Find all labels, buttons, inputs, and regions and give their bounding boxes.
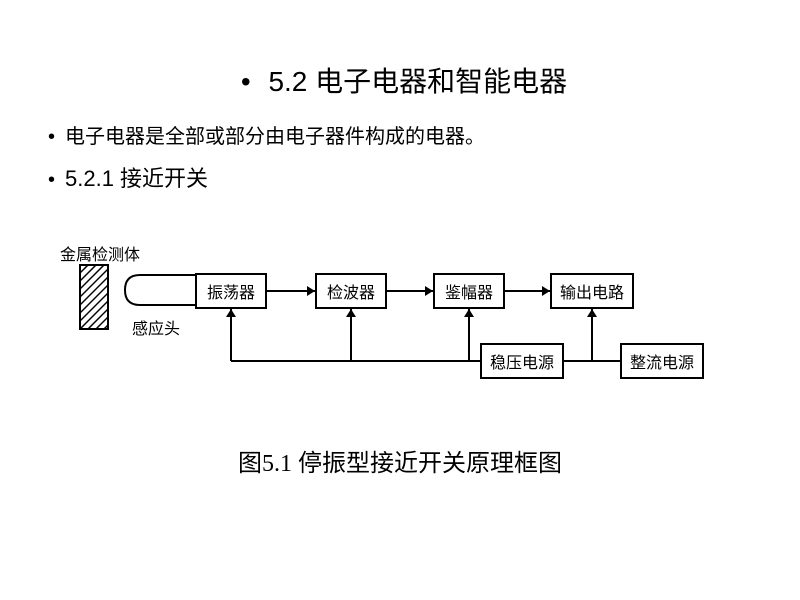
bullet-line-1: • 电子电器是全部或部分由电子器件构成的电器。 [40,120,760,149]
box-rectifier-label: 整流电源 [630,349,694,373]
box-amplitude-label: 鉴幅器 [445,279,493,303]
box-regulated-label: 稳压电源 [490,349,554,373]
box-amplitude: 鉴幅器 [433,273,505,309]
box-oscillator: 振荡器 [195,273,267,309]
label-sensor-head: 感应头 [132,315,180,339]
slide-page: • 5.2 电子电器和智能电器 • 电子电器是全部或部分由电子器件构成的电器。 … [0,0,800,600]
box-rectifier: 整流电源 [620,343,704,379]
bullet-text-1: 电子电器是全部或部分由电子器件构成的电器。 [65,120,485,149]
title-text: 5.2 电子电器和智能电器 [268,66,567,97]
label-metal-detector: 金属检测体 [60,241,140,265]
page-title: • 5.2 电子电器和智能电器 [40,60,760,100]
box-output: 输出电路 [550,273,634,309]
bullet-dot-2: • [48,169,55,192]
title-bullet: • [241,66,251,97]
box-detector-label: 检波器 [327,279,375,303]
figure-caption: 图5.1 停振型接近开关原理框图 [40,443,760,478]
box-regulated: 稳压电源 [480,343,564,379]
box-detector: 检波器 [315,273,387,309]
box-output-label: 输出电路 [560,279,624,303]
bullet-dot-1: • [48,126,55,149]
box-oscillator-label: 振荡器 [207,279,255,303]
block-diagram: 金属检测体 感应头 振荡器 检波器 鉴幅器 输出电路 稳压电源 整流电源 [40,223,760,423]
subheading-line: • 5.2.1 接近开关 [40,161,760,193]
subheading-text: 5.2.1 接近开关 [65,161,208,193]
